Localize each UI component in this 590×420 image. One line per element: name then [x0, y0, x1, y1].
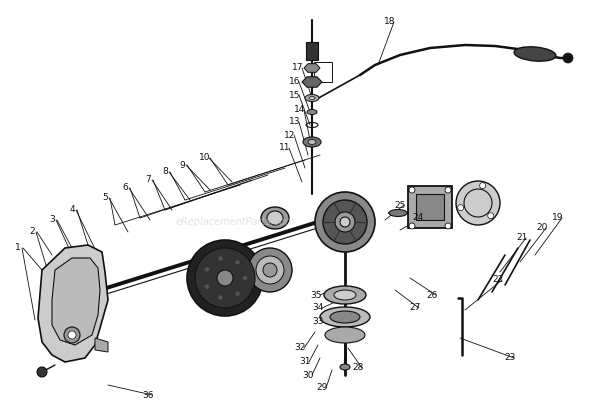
Ellipse shape — [267, 211, 283, 225]
Text: 24: 24 — [412, 213, 424, 223]
Text: 29: 29 — [316, 383, 327, 393]
Circle shape — [445, 187, 451, 193]
Text: 17: 17 — [292, 63, 304, 73]
Ellipse shape — [309, 97, 315, 100]
Text: 27: 27 — [409, 304, 421, 312]
Text: 10: 10 — [199, 153, 211, 163]
Ellipse shape — [320, 307, 370, 327]
Ellipse shape — [389, 210, 407, 216]
Ellipse shape — [303, 137, 321, 147]
Circle shape — [409, 187, 415, 193]
Circle shape — [480, 183, 486, 189]
Text: 23: 23 — [504, 354, 516, 362]
Polygon shape — [38, 245, 108, 362]
Ellipse shape — [307, 110, 317, 115]
Text: 15: 15 — [289, 90, 301, 100]
FancyBboxPatch shape — [314, 62, 332, 82]
Circle shape — [263, 263, 277, 277]
Circle shape — [218, 256, 223, 261]
Ellipse shape — [324, 286, 366, 304]
Text: 26: 26 — [427, 291, 438, 299]
Polygon shape — [95, 338, 108, 352]
Circle shape — [335, 212, 355, 232]
FancyBboxPatch shape — [408, 186, 452, 228]
Text: 16: 16 — [289, 78, 301, 87]
Circle shape — [187, 240, 263, 316]
Text: 31: 31 — [299, 357, 311, 367]
Text: 22: 22 — [493, 276, 504, 284]
Text: 9: 9 — [179, 160, 185, 170]
Circle shape — [315, 192, 375, 252]
Ellipse shape — [308, 139, 316, 144]
Text: 1: 1 — [15, 244, 21, 252]
Ellipse shape — [261, 207, 289, 229]
Text: 25: 25 — [394, 200, 406, 210]
Text: 8: 8 — [162, 168, 168, 176]
FancyBboxPatch shape — [306, 42, 318, 60]
Text: 35: 35 — [310, 291, 322, 299]
Text: 28: 28 — [352, 363, 363, 373]
Circle shape — [37, 367, 47, 377]
Text: 4: 4 — [69, 205, 75, 215]
Text: 30: 30 — [302, 370, 314, 380]
FancyBboxPatch shape — [416, 194, 444, 220]
Ellipse shape — [514, 47, 556, 61]
Text: 2: 2 — [29, 228, 35, 236]
Circle shape — [458, 205, 464, 211]
Circle shape — [242, 276, 247, 281]
Circle shape — [205, 284, 209, 289]
Text: 12: 12 — [284, 131, 296, 139]
Circle shape — [205, 267, 209, 272]
Circle shape — [248, 248, 292, 292]
Ellipse shape — [305, 94, 319, 102]
Text: eReplacementParts.com: eReplacementParts.com — [175, 217, 295, 227]
Text: 6: 6 — [122, 184, 128, 192]
Polygon shape — [302, 77, 322, 87]
Circle shape — [235, 260, 240, 265]
Text: 7: 7 — [145, 176, 151, 184]
Text: 33: 33 — [312, 318, 324, 326]
Circle shape — [456, 181, 500, 225]
Circle shape — [68, 331, 76, 339]
Ellipse shape — [325, 327, 365, 343]
Ellipse shape — [334, 290, 356, 300]
Text: 11: 11 — [279, 144, 291, 152]
Ellipse shape — [330, 311, 360, 323]
Text: 14: 14 — [294, 105, 306, 115]
Polygon shape — [304, 64, 320, 72]
Circle shape — [235, 291, 240, 296]
Text: 34: 34 — [312, 304, 324, 312]
Circle shape — [409, 223, 415, 229]
Circle shape — [488, 213, 494, 219]
Text: 3: 3 — [49, 215, 55, 225]
Circle shape — [64, 327, 80, 343]
Polygon shape — [52, 258, 100, 345]
Text: 5: 5 — [102, 194, 108, 202]
Text: 36: 36 — [142, 391, 154, 399]
Circle shape — [218, 295, 223, 300]
Circle shape — [256, 256, 284, 284]
Circle shape — [563, 53, 573, 63]
Text: 18: 18 — [384, 18, 396, 26]
Circle shape — [217, 270, 233, 286]
Circle shape — [195, 248, 255, 308]
Text: 21: 21 — [516, 234, 527, 242]
Text: 19: 19 — [552, 213, 564, 223]
Circle shape — [323, 200, 367, 244]
Ellipse shape — [340, 364, 350, 370]
Text: 32: 32 — [294, 344, 306, 352]
Circle shape — [445, 223, 451, 229]
Circle shape — [340, 217, 350, 227]
Text: 20: 20 — [536, 223, 548, 233]
Text: 13: 13 — [289, 118, 301, 126]
